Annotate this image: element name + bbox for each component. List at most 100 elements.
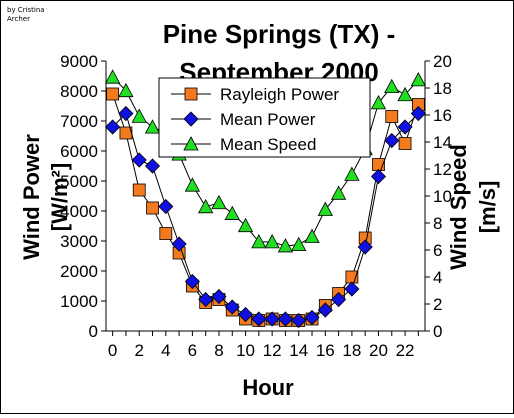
mean-speed-point [198,198,214,214]
x-tick-label: 4 [161,341,170,360]
mean-power-point [198,291,214,308]
legend: Rayleigh Power Mean Power Mean Speed [158,77,371,158]
mean-power-legend-marker [183,111,199,127]
rayleigh-power-point [146,201,159,215]
mean-power-point [384,132,400,149]
mean-power-point [105,119,121,135]
mean-power-point [291,312,307,329]
rayleigh-power-point [159,227,173,240]
mean-power-point [397,119,413,135]
mean-speed-point [370,95,387,110]
rayleigh-power-legend-marker [184,87,198,101]
mean-speed-point [184,177,201,192]
mean-speed-point [317,201,333,216]
credit-line-1: by Cristina [7,6,45,14]
rayleigh-power-point [385,110,399,123]
x-tick-label: 10 [236,341,255,360]
left-tick-label: 9000 [60,52,98,71]
right-tick-label: 0 [433,322,442,341]
mean-speed-point [330,185,347,200]
mean-speed-point [144,119,161,134]
mean-speed-point [237,217,254,233]
mean-speed-point [277,238,294,253]
x-axis-title: Hour [242,375,294,400]
left-tick-label: 3000 [60,232,98,251]
mean-speed-point [224,205,240,220]
right-tick-label: 8 [433,214,442,233]
left-tick-label: 5000 [60,172,98,191]
mean-power-point [331,291,347,308]
mean-power-point [131,152,147,168]
mean-speed-point [410,72,427,87]
mean-power-point [251,311,267,327]
right-tick-label: 16 [433,106,452,125]
mean-speed-point [397,86,413,102]
rayleigh-power-point [106,87,120,101]
right-tick-label: 12 [433,160,452,179]
x-tick-label: 22 [396,341,415,360]
mean-power-point [224,299,240,315]
right-tick-label: 14 [433,133,452,152]
mean-power-point [264,311,280,327]
mean-power-point [211,288,227,305]
left-tick-label: 7000 [60,112,98,131]
left-tick-label: 0 [89,322,98,341]
right-tick-label: 6 [433,241,442,260]
mean-power-point [277,311,294,327]
right-axis-title-line-2: [m/s] [475,181,500,234]
x-tick-label: 14 [289,341,308,360]
mean-power-point [410,105,426,122]
left-tick-label: 6000 [60,142,98,161]
mean-power-point [357,239,373,255]
mean-speed-point [131,108,147,123]
right-tick-label: 4 [433,268,442,287]
left-tick-label: 4000 [60,202,98,221]
mean-speed-point [104,69,121,84]
x-tick-label: 20 [369,341,388,360]
mean-speed-point [344,166,360,181]
left-axis-title-line-2: [W/m²] [47,163,72,231]
plot-axes: 0100020003000400050006000700080009000024… [60,52,452,360]
x-tick-label: 0 [108,341,117,360]
mean-speed-legend-label: Mean Speed [220,135,316,154]
right-tick-label: 18 [433,79,452,98]
mean-power-point [370,168,387,185]
right-tick-label: 10 [433,187,452,206]
mean-power-point [317,302,333,318]
plot-series [104,69,427,329]
x-tick-label: 16 [316,341,335,360]
x-tick-label: 2 [134,341,143,360]
mean-power-point [144,158,161,174]
x-tick-label: 6 [188,341,197,360]
mean-power-point [118,105,134,122]
right-tick-label: 20 [433,52,452,71]
rayleigh-power-point [132,183,146,197]
mean-power-point [171,236,187,252]
right-axis-title-line-1: Wind Speed [446,144,471,270]
mean-speed-legend-marker [183,136,199,151]
mean-power-point [304,309,320,326]
mean-speed-point [118,82,134,98]
mean-power-point [158,198,174,215]
left-axis-title-line-1: Wind Power [19,134,44,260]
left-tick-label: 2000 [60,262,98,281]
rayleigh-power-point [398,137,412,150]
mean-power-legend-label: Mean Power [220,110,316,129]
right-tick-label: 2 [433,295,442,314]
x-tick-label: 8 [214,341,223,360]
mean-power-point [184,273,200,290]
mean-speed-point [384,78,400,94]
mean-speed-point [304,228,320,243]
mean-speed-point [291,236,307,252]
chart-title-line-1: Pine Springs (TX) - [163,19,396,49]
left-tick-label: 8000 [60,82,98,101]
mean-power-point [237,306,254,323]
mean-speed-point [264,234,280,249]
left-tick-label: 1000 [60,292,98,311]
mean-speed-point [211,194,227,210]
credit-line-2: Archer [7,15,30,23]
x-tick-label: 12 [263,341,282,360]
mean-power-point [344,281,360,297]
